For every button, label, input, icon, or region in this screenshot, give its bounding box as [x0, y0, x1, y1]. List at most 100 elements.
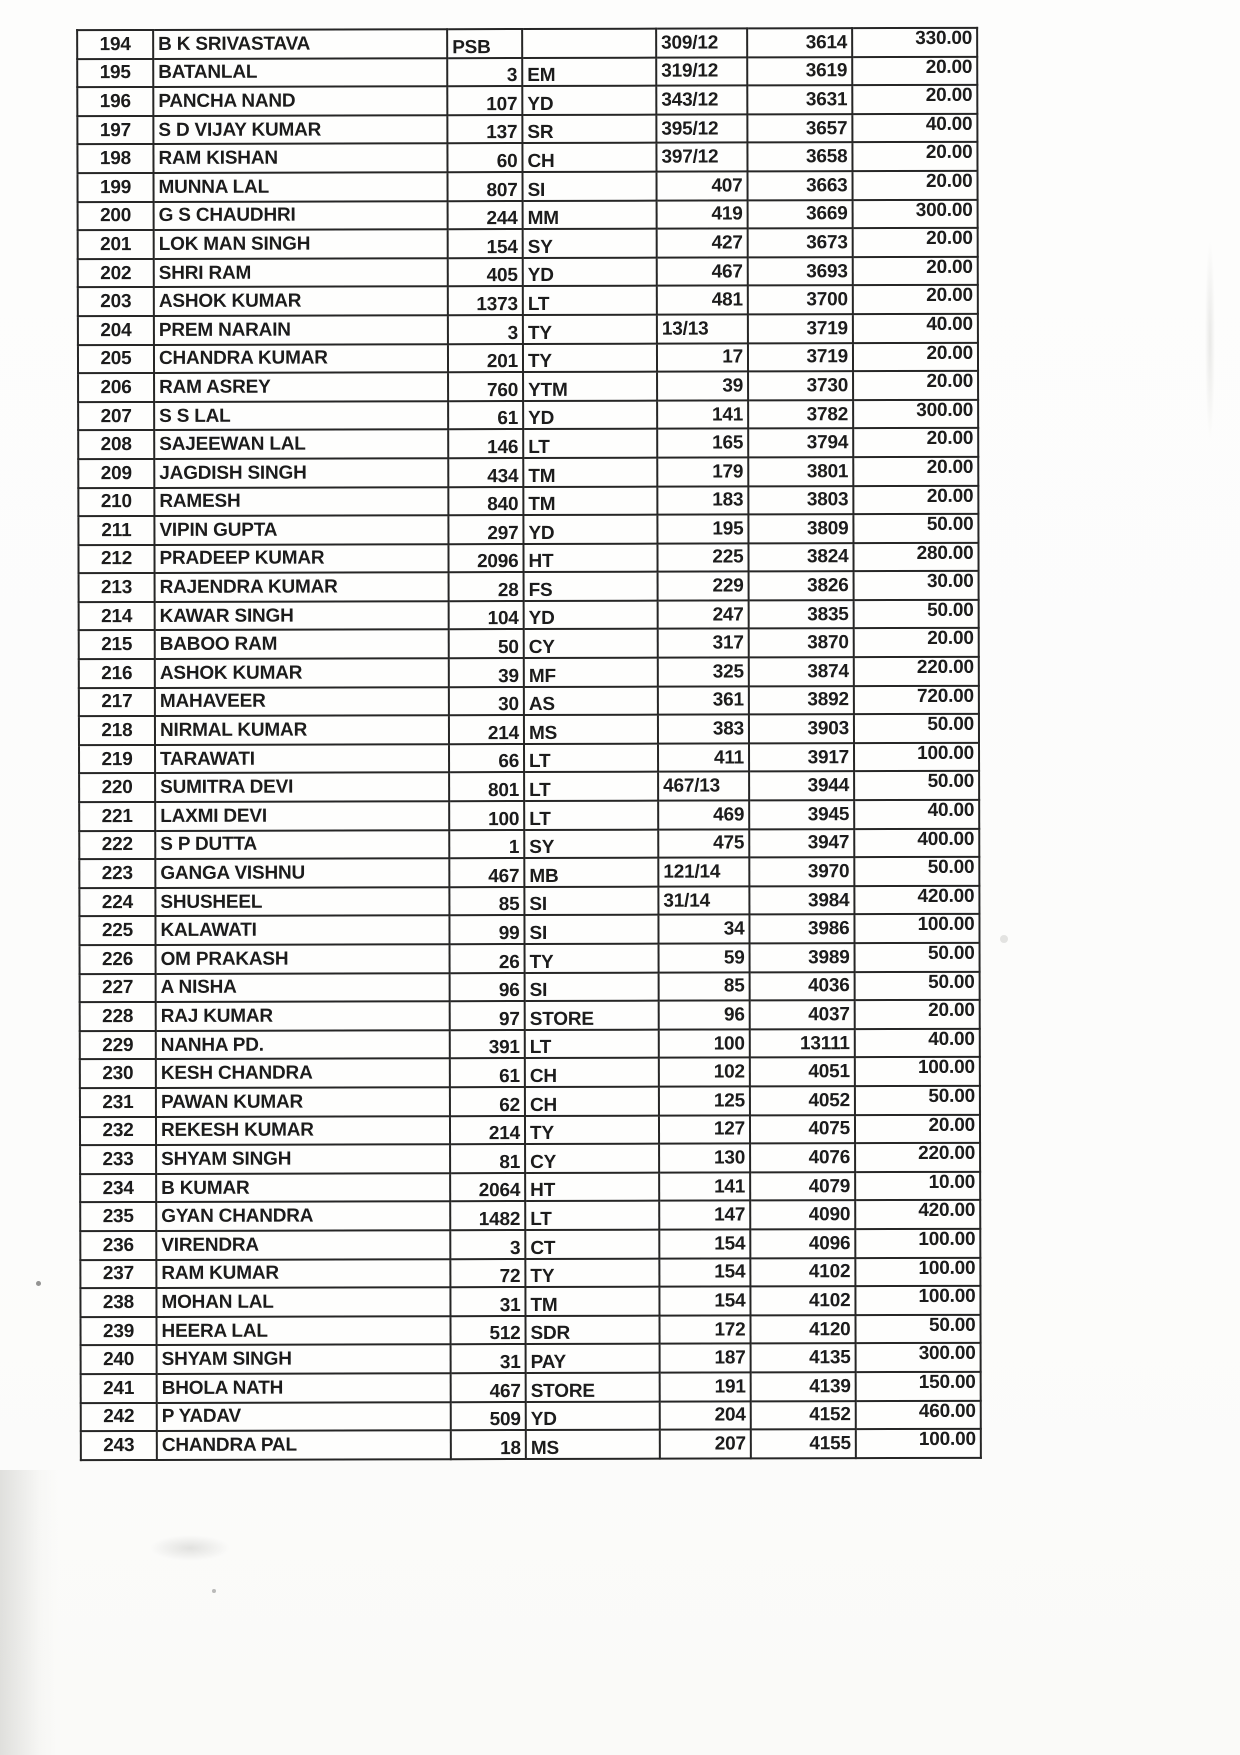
cell-ref: 475: [658, 829, 750, 858]
cell-amount: 220.00: [853, 656, 979, 686]
cell-ref: 34: [658, 914, 750, 944]
cell-qty: 85: [449, 886, 525, 916]
cell-serial: 220: [79, 773, 156, 803]
cell-ref: 407: [656, 171, 748, 201]
cell-amount: 100.00: [855, 1285, 981, 1315]
cell-amount: 40.00: [852, 113, 978, 143]
cell-qty: 146: [448, 429, 524, 459]
cell-qty: 1: [449, 829, 525, 859]
cell-amount: 50.00: [854, 1085, 980, 1115]
cell-name: SHYAM SINGH: [156, 1344, 451, 1374]
cell-serial: 230: [79, 1059, 156, 1089]
cell-name: RAJENDRA KUMAR: [154, 572, 449, 602]
cell-serial: 208: [78, 430, 155, 460]
cell-doc: 4075: [749, 1114, 856, 1144]
cell-name: S S LAL: [154, 400, 449, 431]
cell-name: MOHAN LAL: [156, 1287, 451, 1317]
table-row: 229 NANHA PD. 391 LT 100 13111 40.00: [79, 1028, 980, 1060]
cell-doc: 3835: [748, 600, 854, 629]
cell-serial: 219: [79, 744, 156, 774]
scan-artifact-speck: [1000, 935, 1008, 943]
cell-ref: 147: [659, 1200, 751, 1230]
cell-code: YTM: [523, 371, 658, 401]
table-row: 197 S D VIJAY KUMAR 137 SR 395/12 3657 4…: [77, 113, 978, 145]
table-row: 213 RAJENDRA KUMAR 28 FS 229 3826 30.00: [78, 571, 979, 603]
cell-serial: 217: [78, 687, 155, 717]
cell-code: TY: [522, 314, 657, 344]
cell-amount: 720.00: [853, 685, 979, 715]
table-row: 217 MAHAVEER 30 AS 361 3892 720.00: [78, 685, 979, 717]
table-row: 235 GYAN CHANDRA 1482 LT 147 4090 420.00: [80, 1200, 981, 1232]
cell-qty: 391: [449, 1029, 525, 1059]
cell-doc: 3970: [749, 857, 855, 887]
cell-code: LT: [524, 1029, 659, 1059]
table-row: 234 B KUMAR 2064 HT 141 4079 10.00: [80, 1171, 981, 1203]
cell-doc: 4155: [750, 1429, 856, 1459]
cell-qty: 214: [449, 1115, 526, 1145]
cell-qty: 31: [450, 1344, 526, 1374]
cell-name: OM PRAKASH: [155, 944, 450, 974]
cell-name: ASHOK KUMAR: [153, 286, 448, 316]
cell-serial: 212: [78, 544, 155, 574]
cell-code: YD: [522, 85, 657, 115]
cell-amount: 40.00: [852, 313, 978, 343]
cell-serial: 200: [77, 201, 154, 231]
cell-code: SI: [524, 886, 659, 916]
cell-doc: 4135: [750, 1343, 856, 1373]
cell-name: SHUSHEEL: [155, 887, 450, 917]
table-row: 223 GANGA VISHNU 467 MB 121/14 3970 50.0…: [79, 857, 980, 888]
table-row: 221 LAXMI DEVI 100 LT 469 3945 40.00: [79, 799, 980, 831]
cell-ref: 191: [659, 1372, 751, 1402]
table-row: 206 RAM ASREY 760 YTM 39 3730 20.00: [78, 370, 979, 402]
cell-name: A NISHA: [155, 972, 450, 1003]
cell-name: JAGDISH SINGH: [154, 458, 449, 488]
cell-code: SY: [522, 228, 657, 258]
table-row: 241 BHOLA NATH 467 STORE 191 4139 150.00: [80, 1371, 981, 1403]
cell-ref: 121/14: [658, 857, 750, 887]
cell-name: KALAWATI: [155, 915, 450, 945]
cell-name: CHANDRA KUMAR: [153, 343, 449, 374]
cell-doc: 3657: [747, 113, 853, 143]
cell-amount: 20.00: [853, 456, 979, 486]
table-row: 196 PANCHA NAND 107 YD 343/12 3631 20.00: [77, 85, 978, 116]
cell-code: LT: [524, 743, 659, 773]
table-row: 202 SHRI RAM 405 YD 467 3693 20.00: [77, 256, 978, 288]
cell-doc: 13111: [749, 1028, 855, 1058]
cell-doc: 3663: [747, 171, 853, 200]
table-row: 219 TARAWATI 66 LT 411 3917 100.00: [79, 742, 980, 774]
cell-ref: 247: [657, 600, 749, 630]
cell-amount: 100.00: [853, 742, 980, 772]
cell-amount: 100.00: [855, 1257, 981, 1287]
cell-ref: 141: [657, 400, 749, 429]
cell-ref: 179: [657, 457, 749, 487]
table-row: 212 PRADEEP KUMAR 2096 HT 225 3824 280.0…: [78, 542, 979, 574]
table-row: 205 CHANDRA KUMAR 201 TY 17 3719 20.00: [77, 342, 979, 374]
cell-qty: 81: [450, 1144, 526, 1173]
cell-qty: 509: [450, 1401, 526, 1431]
cell-name: RAMESH: [154, 486, 449, 517]
cell-qty: 801: [449, 772, 525, 802]
cell-code: SR: [522, 114, 657, 144]
cell-amount: 40.00: [854, 1028, 980, 1058]
cell-serial: 197: [77, 115, 154, 145]
cell-doc: 4152: [750, 1400, 856, 1430]
cell-amount: 400.00: [854, 828, 980, 858]
cell-name: B KUMAR: [156, 1172, 451, 1203]
cell-serial: 234: [80, 1173, 157, 1203]
cell-ref: 127: [658, 1114, 751, 1144]
cell-qty: 3: [447, 57, 523, 87]
cell-amount: 100.00: [855, 1428, 981, 1458]
cell-amount: 20.00: [853, 485, 979, 515]
cell-ref: 154: [659, 1286, 751, 1316]
cell-ref: 427: [656, 228, 748, 258]
cell-qty: 2096: [448, 543, 524, 573]
cell-serial: 194: [77, 29, 154, 59]
cell-code: TY: [525, 1258, 660, 1288]
cell-qty: 60: [447, 143, 523, 173]
cell-qty: 760: [448, 372, 524, 401]
cell-amount: 50.00: [853, 599, 979, 629]
cell-amount: 330.00: [852, 27, 978, 57]
cell-serial: 196: [77, 87, 154, 116]
cell-code: TY: [524, 943, 659, 973]
cell-code: SDR: [525, 1315, 660, 1345]
